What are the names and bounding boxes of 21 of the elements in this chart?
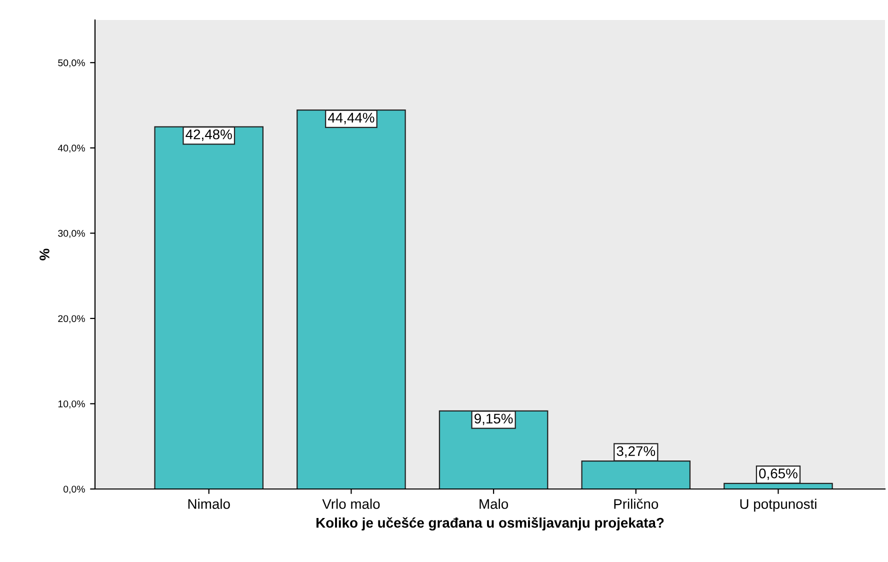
x-tick-label: U potpunosti xyxy=(740,498,816,512)
bar xyxy=(154,126,264,489)
x-tick-label: Prilično xyxy=(614,498,658,509)
x-tick-label: Nimalo xyxy=(188,498,230,509)
data-label: 42,48% xyxy=(186,129,232,141)
data-label: 0,65% xyxy=(759,468,798,480)
data-label: 44,44% xyxy=(328,112,374,124)
x-axis-title: Koliko je učešće građana u osmišljavanju projekata? xyxy=(316,517,664,531)
y-tick-label: 50,0% xyxy=(58,59,85,68)
x-tick-label: Malo xyxy=(480,498,508,509)
y-tick-label: 30,0% xyxy=(58,230,85,238)
y-axis-title: % xyxy=(40,248,50,260)
y-tick-label: 40,0% xyxy=(58,144,85,153)
y-tick-label: 10,0% xyxy=(58,400,85,408)
bar xyxy=(296,109,406,489)
y-tick-label: 20,0% xyxy=(58,315,85,324)
data-label: 9,15% xyxy=(474,414,513,426)
x-tick-label: Vrlo malo xyxy=(322,498,380,509)
bar xyxy=(438,410,548,489)
y-tick-label: 0,0% xyxy=(64,486,85,494)
data-label: 3,27% xyxy=(616,446,656,458)
